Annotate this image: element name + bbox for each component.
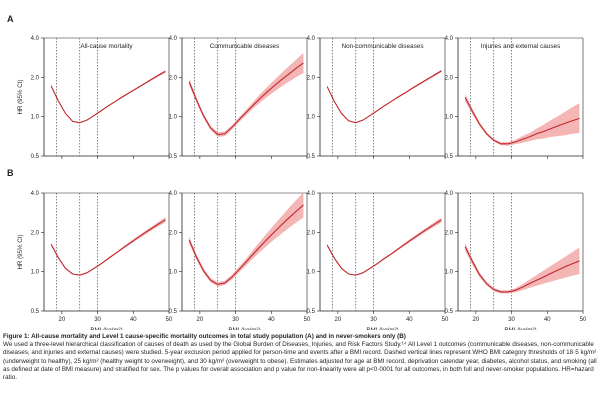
y-tick-label: 4.0	[31, 36, 40, 42]
caption-title: Figure 1: All-cause mortality and Level …	[3, 333, 406, 340]
y-tick-label: 4.0	[307, 36, 316, 42]
hr-curve	[464, 97, 580, 145]
y-tick-label: 4.0	[169, 36, 178, 42]
panel-title: Injuries and external causes	[481, 43, 561, 50]
figure-caption: Figure 1: All-cause mortality and Level …	[3, 333, 597, 382]
x-tick-label: 50	[166, 317, 173, 323]
y-tick-label: 2.0	[307, 230, 316, 236]
y-tick-label: 0.5	[445, 154, 454, 160]
figure: A B 0.5 1.0 2.0 4.0 All-cause mortality HR (9…	[7, 14, 587, 330]
x-tick-label: 20	[473, 317, 480, 323]
confidence-band	[327, 217, 442, 276]
y-tick-label: 4.0	[445, 191, 454, 197]
chart-panel-7: 0.5 1.0 2.0 4.0 20 30 40 50 BMI (kg/m²)	[307, 191, 449, 330]
y-tick-label: 2.0	[445, 75, 454, 81]
x-tick-label: 50	[304, 317, 311, 323]
y-tick-label: 1.0	[307, 270, 316, 276]
y-tick-label: 1.0	[31, 270, 40, 276]
y-tick-label: 1.0	[169, 270, 178, 276]
x-tick-label: 40	[268, 317, 275, 323]
y-tick-label: 2.0	[31, 230, 40, 236]
panels-group: 0.5 1.0 2.0 4.0 All-cause mortality HR (95% C…	[17, 36, 587, 330]
x-tick-label: 20	[335, 317, 342, 323]
y-tick-label: 1.0	[307, 115, 316, 121]
row-label-a: A	[7, 14, 14, 24]
y-tick-label: 0.5	[307, 309, 316, 315]
y-tick-label: 2.0	[445, 230, 454, 236]
confidence-band	[51, 70, 166, 123]
hr-curve	[326, 70, 442, 124]
x-tick-label: 30	[94, 317, 101, 323]
x-tick-label: 40	[544, 317, 551, 323]
x-tick-label: 40	[406, 317, 413, 323]
y-tick-label: 4.0	[169, 191, 178, 197]
y-tick-label: 0.5	[31, 309, 40, 315]
chart-panel-1: 0.5 1.0 2.0 4.0 All-cause mortality HR (95% C…	[17, 36, 170, 160]
x-tick-label: 20	[59, 317, 66, 323]
y-tick-label: 4.0	[31, 191, 40, 197]
confidence-band	[465, 94, 580, 146]
hr-curve	[188, 204, 304, 285]
y-tick-label: 2.0	[31, 75, 40, 81]
y-tick-label: 2.0	[307, 75, 316, 81]
hr-curve	[464, 246, 580, 293]
confidence-band	[189, 52, 304, 137]
x-tick-label: 30	[508, 317, 515, 323]
chart-panel-6: 0.5 1.0 2.0 4.0 20 30 40 50 BMI (kg/m²)	[169, 191, 311, 330]
confidence-band	[327, 69, 442, 123]
y-tick-label: 4.0	[307, 191, 316, 197]
y-tick-label: 0.5	[169, 309, 178, 315]
y-tick-label: 1.0	[31, 115, 40, 121]
x-axis-label: BMI (kg/m²)	[366, 327, 398, 330]
hr-curve	[188, 62, 304, 136]
panel-title: All-cause mortality	[80, 43, 133, 50]
y-tick-label: 4.0	[445, 36, 454, 42]
x-tick-label: 50	[580, 317, 587, 323]
x-tick-label: 40	[130, 317, 137, 323]
caption-body: We used a three-level hierarchical class…	[3, 341, 597, 382]
chart-panel-8: 0.5 1.0 2.0 4.0 20 30 40 50 BMI (kg/m²)	[445, 191, 587, 330]
hr-curve	[326, 219, 442, 276]
confidence-band	[51, 217, 166, 276]
confidence-band	[465, 242, 580, 294]
x-tick-label: 20	[197, 317, 204, 323]
chart-panel-3: 0.5 1.0 2.0 4.0 Non-communicable diseases	[307, 36, 446, 160]
y-axis-label: HR (95% CI)	[17, 234, 24, 269]
y-tick-label: 0.5	[307, 154, 316, 160]
x-tick-label: 30	[232, 317, 239, 323]
y-tick-label: 2.0	[169, 230, 178, 236]
y-tick-label: 0.5	[31, 154, 40, 160]
confidence-band	[189, 192, 304, 287]
x-tick-label: 50	[442, 317, 449, 323]
x-axis-label: BMI (kg/m²)	[90, 327, 122, 330]
chart-panel-2: 0.5 1.0 2.0 4.0 Communicable diseases	[169, 36, 308, 160]
hr-curve	[50, 70, 166, 124]
y-tick-label: 0.5	[169, 154, 178, 160]
hr-curve	[50, 219, 166, 276]
chart-panel-4: 0.5 1.0 2.0 4.0 Injuries and external causes	[445, 36, 584, 160]
y-axis-label: HR (95% CI)	[17, 79, 24, 114]
x-axis-label: BMI (kg/m²)	[504, 327, 536, 330]
panel-title: Non-communicable diseases	[341, 43, 423, 50]
x-tick-label: 30	[370, 317, 377, 323]
panel-title: Communicable diseases	[210, 43, 280, 50]
chart-panel-5: 0.5 1.0 2.0 4.0 20 30 40 50 HR (95% CI) BMI (kg/m…	[17, 191, 173, 330]
x-axis-label: BMI (kg/m²)	[228, 327, 260, 330]
y-tick-label: 0.5	[445, 309, 454, 315]
y-tick-label: 2.0	[169, 75, 178, 81]
y-tick-label: 1.0	[445, 115, 454, 121]
y-tick-label: 1.0	[445, 270, 454, 276]
y-tick-label: 1.0	[169, 115, 178, 121]
row-label-b: B	[7, 168, 14, 178]
